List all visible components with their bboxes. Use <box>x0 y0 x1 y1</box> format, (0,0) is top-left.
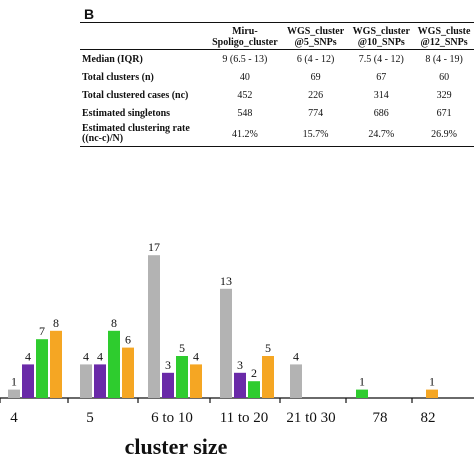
table-row: Total clusters (n) 40 69 67 60 <box>80 68 474 86</box>
bar <box>248 381 260 398</box>
table-cell: 686 <box>373 107 389 119</box>
table-row: Estimated clustering rate ((nc-c)/N) 41.… <box>80 122 474 147</box>
bar-value-label: 5 <box>179 341 185 355</box>
bar <box>36 339 48 398</box>
table-cell: 7.5 (4 - 12) <box>358 53 404 65</box>
table-cell: 15.7% <box>282 122 349 147</box>
bar <box>50 330 62 398</box>
x-tick-label: 6 to 10 <box>151 410 193 426</box>
table-cell: 774 <box>308 107 324 119</box>
table-cell: 548 <box>237 107 253 119</box>
header-cell-empty <box>80 22 208 50</box>
bar-value-label: 1 <box>429 375 435 389</box>
bar <box>162 372 174 398</box>
bar <box>80 364 92 398</box>
table-cell: 6 (4 - 12) <box>296 53 335 65</box>
table-cell: 60 <box>439 71 450 83</box>
bar-value-label: 2 <box>251 366 257 380</box>
bar-value-label: 7 <box>39 324 45 338</box>
bar <box>290 364 302 398</box>
bar <box>148 255 160 398</box>
header-cell-miru: Miru- Spoligo_cluster <box>207 22 283 50</box>
x-tick-label: 82 <box>421 410 436 426</box>
bar-value-label: 17 <box>148 240 160 254</box>
bar <box>22 364 34 398</box>
bar-value-label: 4 <box>83 349 89 363</box>
bar-value-label: 3 <box>165 358 171 372</box>
table-cell: 329 <box>436 89 452 101</box>
table-header-row: Miru- Spoligo_cluster WGS_cluster @5_SNP… <box>80 22 474 50</box>
table-cell: 452 <box>237 89 253 101</box>
bar <box>426 389 438 398</box>
table-cell: 314 <box>373 89 389 101</box>
bar-value-label: 4 <box>193 349 199 363</box>
bar-value-label: 8 <box>111 316 117 330</box>
panel-label: B <box>84 6 95 22</box>
bar-value-label: 6 <box>125 333 131 347</box>
x-tick-label: 21 t0 30 <box>286 410 335 426</box>
table-row: Estimated singletons 548 774 686 671 <box>80 104 474 122</box>
summary-table: Miru- Spoligo_cluster WGS_cluster @5_SNP… <box>80 22 474 147</box>
bar <box>8 389 20 398</box>
x-tick-label: 11 to 20 <box>220 410 269 426</box>
bar <box>122 347 134 398</box>
header-cell-wgs5: WGS_cluster @5_SNPs <box>282 22 349 50</box>
row-label: Total clusters (n) <box>82 71 154 83</box>
header-cell-wgs12: WGS_cluste @12_SNPs <box>414 22 474 50</box>
table-cell: 8 (4 - 19) <box>425 53 463 65</box>
row-label: Total clustered cases (nc) <box>82 89 189 101</box>
table-cell: 24.7% <box>348 122 415 147</box>
x-axis-title: cluster size <box>125 434 228 459</box>
bar-value-label: 4 <box>293 349 299 363</box>
bar-value-label: 3 <box>237 358 243 372</box>
table-cell: 41.2% <box>207 122 283 147</box>
bar-value-label: 13 <box>220 274 232 288</box>
row-label: Median (IQR) <box>82 53 143 65</box>
table-cell: 69 <box>310 71 321 83</box>
table-row: Total clustered cases (nc) 452 226 314 3… <box>80 86 474 104</box>
bar-value-label: 1 <box>11 375 17 389</box>
bar <box>220 288 232 398</box>
bar <box>234 372 246 398</box>
x-tick-label: 4 <box>10 410 18 426</box>
bar <box>176 356 188 398</box>
table-row: Median (IQR) 9 (6.5 - 13) 6 (4 - 12) 7.5… <box>80 50 474 69</box>
table-cell: 40 <box>239 71 250 83</box>
header-cell-wgs10: WGS_cluster @10_SNPs <box>348 22 415 50</box>
table-cell: 67 <box>376 71 387 83</box>
table-cell: 671 <box>436 107 452 119</box>
row-label: Estimated clustering rate ((nc-c)/N) <box>80 122 208 147</box>
bar-value-label: 4 <box>97 349 103 363</box>
bar <box>108 330 120 398</box>
bar-value-label: 8 <box>53 316 59 330</box>
x-tick-label: 5 <box>86 410 94 426</box>
bar <box>262 356 274 398</box>
bar-value-label: 1 <box>359 375 365 389</box>
bar <box>94 364 106 398</box>
table-cell: 26.9% <box>414 122 474 147</box>
bar <box>190 364 202 398</box>
row-label: Estimated singletons <box>82 107 171 119</box>
x-tick-label: 78 <box>373 410 388 426</box>
bar <box>356 389 368 398</box>
bar-value-label: 5 <box>265 341 271 355</box>
bar-value-label: 4 <box>25 349 31 363</box>
table-cell: 9 (6.5 - 13) <box>222 53 268 65</box>
table-cell: 226 <box>308 89 324 101</box>
